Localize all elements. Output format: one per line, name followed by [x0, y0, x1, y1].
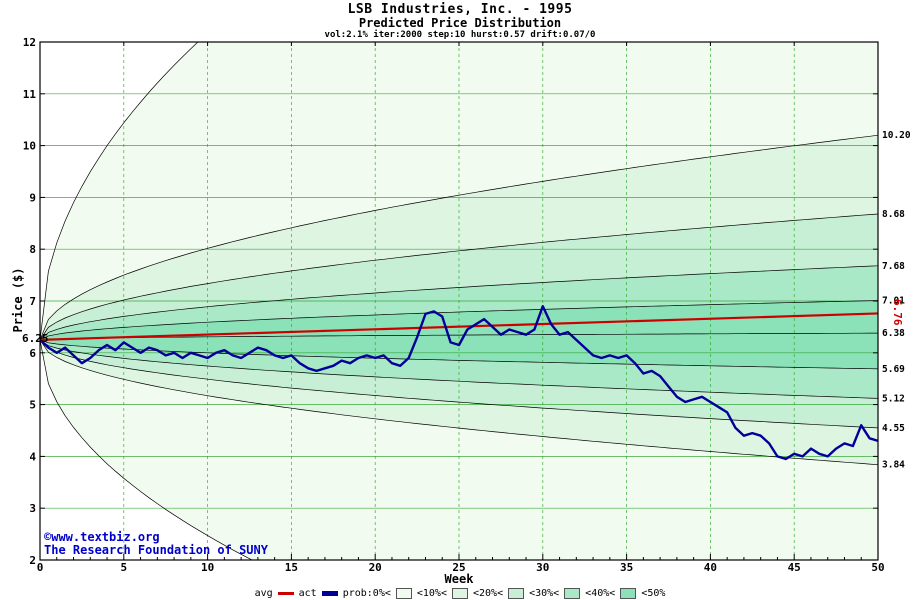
- legend-avg-label: avg: [254, 588, 273, 599]
- right-axis-label: 8.68: [882, 209, 905, 220]
- legend-prob-label: <50%: [641, 588, 666, 599]
- y-tick-label: 12: [23, 36, 36, 49]
- y-tick-label: 7: [29, 295, 36, 308]
- avg-price-line: [40, 312, 878, 341]
- legend-prob-label: <30%<: [529, 588, 560, 599]
- right-axis-label: 5.69: [882, 364, 905, 375]
- avg-end-price-label: 6.76: [891, 299, 904, 326]
- y-tick-label: 10: [23, 140, 36, 153]
- chart-subtitle: Predicted Price Distribution: [358, 16, 562, 30]
- y-tick-label: 3: [29, 502, 36, 515]
- x-tick-label: 15: [285, 561, 298, 574]
- watermark-org: The Research Foundation of SUNY: [44, 543, 268, 557]
- right-axis-label: 6.38: [882, 328, 905, 339]
- x-tick-label: 25: [452, 561, 465, 574]
- chart-title: LSB Industries, Inc. - 1995: [347, 2, 573, 17]
- probability-band: [40, 339, 878, 428]
- band-swatch: [564, 588, 581, 599]
- x-tick-label: 20: [369, 561, 382, 574]
- legend-prob-label: <40%<: [585, 588, 616, 599]
- axis-ticks-and-labels: 0 5 10 15 20 25 30 35 40 45 502345678910111210.208…: [23, 36, 911, 574]
- actual-price-line: [40, 305, 878, 461]
- probability-band: [40, 42, 878, 340]
- x-tick-label: 10: [201, 561, 214, 574]
- right-axis-label: 3.84: [882, 460, 905, 471]
- x-tick-label: 0: [37, 561, 44, 574]
- avg-line-key: [277, 592, 294, 595]
- act-line-key: [321, 591, 338, 596]
- x-axis-label: Week: [444, 572, 474, 586]
- x-tick-label: 45: [788, 561, 801, 574]
- chart-params: vol:2.1% iter:2000 step:10 hurst:0.57 dr…: [324, 30, 596, 40]
- y-tick-label: 5: [29, 399, 36, 412]
- probability-band: [40, 339, 878, 560]
- band-swatch: [508, 588, 525, 599]
- legend-act-label: act: [298, 588, 317, 599]
- watermark-url[interactable]: ©www.textbiz.org: [44, 530, 160, 544]
- legend-prob-label: <20%<: [472, 588, 504, 599]
- band-swatch: [395, 588, 412, 599]
- y-tick-label: 9: [29, 191, 36, 204]
- y-tick-label: 6: [29, 347, 36, 360]
- chart-header: LSB Industries, Inc. - 1995 Predicted Pr…: [0, 2, 920, 41]
- chart-legend: avg act prob:0%< <10%< <20%< <30%< <40%< <50%: [0, 588, 920, 599]
- x-tick-label: 35: [620, 561, 633, 574]
- x-tick-label: 50: [871, 561, 884, 574]
- legend-prob-label: prob:0%<: [342, 588, 391, 599]
- right-axis-label: 5.12: [882, 393, 905, 404]
- probability-band: [40, 135, 878, 340]
- y-tick-label: 2: [29, 554, 36, 567]
- legend-prob-label: <10%<: [416, 588, 447, 599]
- gridlines: [40, 42, 878, 560]
- watermark: ©www.textbiz.org The Research Foundation…: [44, 531, 268, 557]
- y-tick-label: 8: [29, 243, 36, 256]
- x-tick-label: 40: [704, 561, 717, 574]
- band-boundary-lines: [40, 42, 878, 560]
- band-swatch: [620, 588, 637, 599]
- right-axis-label: 7.68: [882, 261, 905, 272]
- band-swatch: [451, 588, 468, 599]
- right-axis-label: 7.01: [882, 295, 905, 306]
- y-tick-label: 11: [23, 88, 37, 101]
- right-axis-label: 10.20: [882, 130, 911, 141]
- right-axis-label: 4.55: [882, 423, 905, 434]
- fan-bands-layer: [40, 42, 878, 560]
- start-price-label: 6.25: [22, 332, 49, 345]
- x-tick-label: 30: [536, 561, 549, 574]
- x-tick-label: 5: [120, 561, 127, 574]
- y-tick-label: 4: [29, 450, 36, 463]
